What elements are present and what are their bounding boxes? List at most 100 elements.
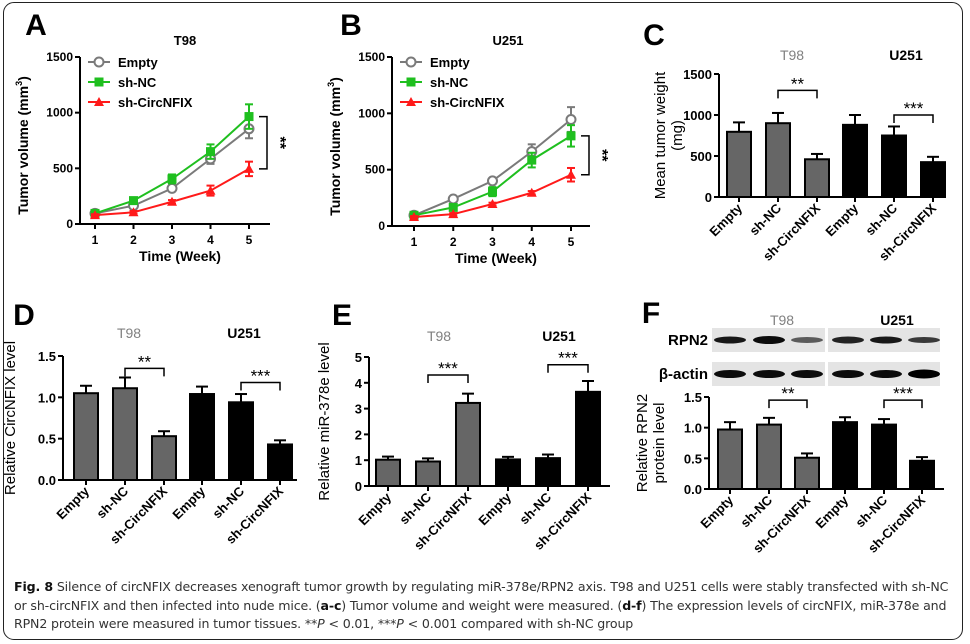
significance-bracket [240,381,281,391]
y-tick-label: 1.5 [38,349,56,364]
y-tick-label: 4 [355,376,363,391]
bar [375,458,401,487]
caption-text-2: ) Tumor volume and weight were measured.… [341,597,623,613]
y-tick-label: 0.0 [684,482,702,497]
significance-label: *** [251,366,271,385]
significance-label: *** [893,384,913,403]
blot-band [870,336,902,344]
blot-band [753,336,785,344]
x-tick-label: 2 [450,235,457,249]
blot-band [832,370,864,378]
blot-band [908,369,940,379]
panel-letter-f: F [642,297,660,330]
x-tick-label: 1 [92,233,99,247]
blot-band [791,370,823,378]
square-marker [406,77,416,87]
blot-band [832,336,864,344]
square-marker [167,174,177,184]
significance-label: ** [271,137,288,150]
bar [881,134,907,198]
circle-marker [487,175,498,187]
chart-title: T98 [174,33,196,48]
series-sh-circnfix [409,166,576,221]
series-sh-circnfix [90,160,254,220]
caption-p1: P [317,616,325,631]
x-tick-label: Empty [697,492,736,531]
legend-label: sh-NC [430,75,469,90]
y-tick-label: 1.5 [684,390,702,405]
triangle-marker [244,163,254,173]
y-axis-label: Relative miR-378e level [316,342,333,500]
triangle-marker [406,97,416,106]
group-label-u251: U251 [542,328,576,344]
significance-bracket [768,399,808,409]
bar [920,161,946,198]
y-tick-label: 5 [355,350,362,365]
x-tick-label: sh-NC [209,483,247,521]
square-marker [448,202,458,212]
significance-label: *** [438,359,458,378]
group-label-t98: T98 [427,328,451,344]
figure-caption: Fig. 8 Silence of circNFIX decreases xen… [14,578,959,634]
significance-bracket [581,135,590,176]
x-tick-label: 5 [568,235,575,249]
caption-ref-ac: a-c [320,597,342,613]
x-tick-label: sh-NC [862,200,900,238]
blot-band [714,370,746,378]
y-tick-label: 0.0 [38,473,56,488]
bar [535,457,561,487]
triangle-marker [487,199,498,209]
x-tick-label: sh-NC [396,489,434,527]
y-tick-label: 0 [66,217,73,231]
square-marker [244,112,254,122]
triangle-marker [90,210,100,220]
legend-label: sh-CircNFIX [118,95,193,110]
square-marker [488,187,497,197]
bar [909,459,935,490]
triangle-marker [448,209,459,219]
square-marker [566,131,576,141]
panel-letter-c: C [643,19,665,52]
triangle-marker [94,97,104,106]
blot-band [870,370,902,378]
significance-label: ** [791,74,805,93]
y-axis-label: (mg) [669,120,686,151]
caption-label: Fig. 8 [14,579,53,594]
x-tick-label: sh-NC [746,200,784,238]
x-tick-label: Empty [475,489,514,528]
legend-label: Empty [118,55,159,70]
bar [765,122,791,198]
chart-title: U251 [492,33,523,48]
square-marker [94,77,104,87]
y-axis-label: Relative RPN2 [634,394,651,492]
y-tick-label: 0 [355,479,362,494]
bar [151,435,177,482]
x-tick-label: 3 [489,235,496,249]
caption-text-4: < 0.01, *** [324,616,397,631]
x-tick-label: 4 [207,233,214,247]
triangle-marker [205,185,216,195]
figure-frame [3,2,963,640]
significance-label: ** [138,352,152,371]
y-axis-label: Mean tumor weight [652,71,669,199]
x-axis-label: Time (Week) [139,248,221,264]
blot-band [908,337,940,343]
y-tick-label: 1.0 [38,390,56,405]
significance-label: *** [558,349,578,368]
square-marker [206,147,215,157]
x-tick-label: Empty [169,483,208,522]
panel-d: D T98 U251 0.0 0.5 1.0 1.5 Relative CircNFIX le… [2,299,297,547]
group-label-u251: U251 [889,47,923,63]
caption-text-1: Silence of circNFIX decreases xenograft … [14,579,949,613]
y-tick-label: 0 [378,219,385,233]
panel-e: E T98 U251 0 1 2 3 4 5 Relative miR-378e level Emp… [316,299,610,553]
x-tick-label: 3 [169,233,176,247]
y-tick-label: 1000 [358,106,385,120]
y-tick-label: 1500 [683,67,712,82]
x-tick-label: Empty [822,200,861,239]
bar [575,390,601,487]
circle-marker [565,114,577,126]
bar [73,392,99,482]
significance-bracket [259,115,268,170]
